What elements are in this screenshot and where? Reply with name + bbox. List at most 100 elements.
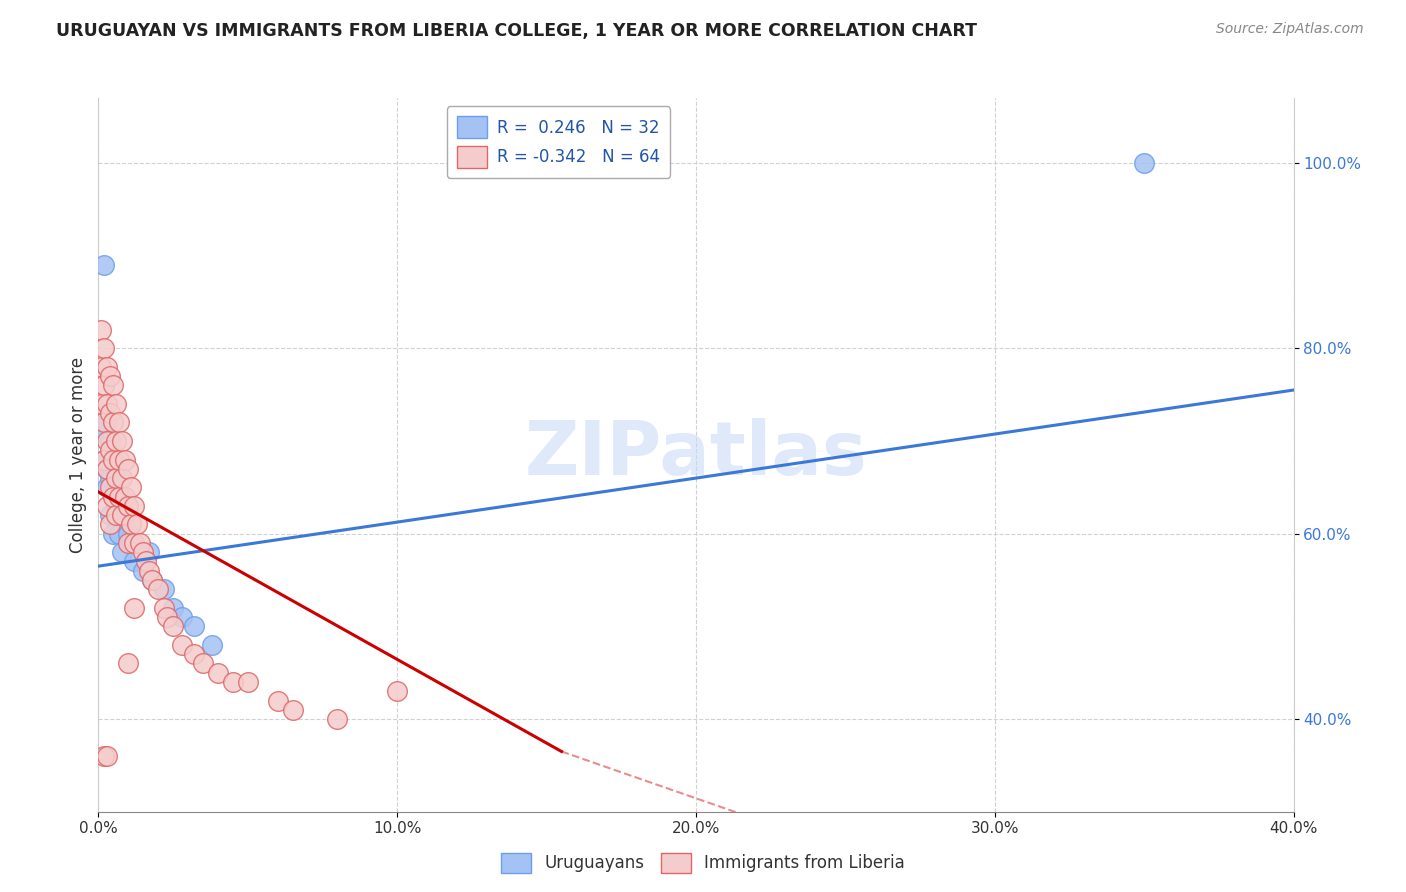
Point (183, 647, 205, 661)
Point (117, 536, 139, 550)
Point (93, 378, 115, 392)
Point (135, 554, 157, 568)
Point (111, 508, 134, 523)
Point (162, 600, 184, 615)
Point (96, 499, 118, 513)
Point (96, 416, 118, 430)
Point (108, 416, 131, 430)
Point (96, 749, 118, 764)
Point (90, 323, 112, 337)
Point (111, 471, 134, 485)
Point (124, 554, 146, 568)
Point (96, 434, 118, 448)
Point (93, 452, 115, 467)
Point (132, 545, 155, 559)
Legend: Uruguayans, Immigrants from Liberia: Uruguayans, Immigrants from Liberia (495, 847, 911, 880)
Point (172, 638, 194, 652)
Point (108, 471, 131, 485)
Point (117, 526, 139, 541)
Point (127, 517, 149, 532)
Point (124, 536, 146, 550)
Point (93, 258, 115, 272)
Point (108, 490, 131, 504)
Point (111, 434, 134, 448)
Point (96, 480, 118, 494)
Point (153, 582, 176, 597)
Point (1133, 156, 1156, 170)
Point (93, 452, 115, 467)
Point (148, 582, 170, 597)
Point (98, 471, 122, 485)
Point (114, 490, 136, 504)
Point (103, 416, 125, 430)
Point (93, 406, 115, 420)
Point (98, 369, 122, 384)
Point (124, 499, 146, 513)
Point (117, 657, 139, 671)
Point (114, 508, 136, 523)
Point (103, 526, 125, 541)
Point (114, 452, 136, 467)
Point (222, 675, 245, 690)
Point (326, 712, 349, 726)
Point (108, 526, 131, 541)
Point (96, 462, 118, 476)
Point (207, 665, 229, 680)
Point (138, 545, 160, 559)
Point (105, 508, 128, 523)
Point (141, 573, 163, 587)
Point (93, 416, 115, 430)
Text: Source: ZipAtlas.com: Source: ZipAtlas.com (1216, 22, 1364, 37)
Point (162, 619, 184, 633)
Point (98, 508, 122, 523)
Point (105, 397, 128, 411)
Point (93, 342, 115, 356)
Point (98, 443, 122, 458)
Point (132, 564, 155, 578)
Point (267, 693, 290, 707)
Point (103, 452, 125, 467)
Point (103, 378, 125, 392)
Text: ZIPatlas: ZIPatlas (524, 418, 868, 491)
Point (103, 452, 125, 467)
Legend: R =  0.246   N = 32, R = -0.342   N = 64: R = 0.246 N = 32, R = -0.342 N = 64 (447, 106, 671, 178)
Point (153, 600, 176, 615)
Point (96, 397, 118, 411)
Point (108, 452, 131, 467)
Point (124, 600, 146, 615)
Point (138, 564, 160, 578)
Point (98, 406, 122, 420)
Point (98, 480, 122, 494)
Point (105, 434, 128, 448)
Point (129, 536, 152, 550)
Point (120, 517, 142, 532)
Point (172, 610, 194, 624)
Point (103, 490, 125, 504)
Point (156, 610, 179, 624)
Point (201, 638, 224, 652)
Point (117, 499, 139, 513)
Point (111, 490, 134, 504)
Point (93, 749, 115, 764)
Point (105, 462, 128, 476)
Point (103, 490, 125, 504)
Point (90, 425, 112, 439)
Point (96, 359, 118, 374)
Point (105, 499, 128, 513)
Point (191, 657, 214, 671)
Point (141, 573, 163, 587)
Point (236, 675, 259, 690)
Point (90, 359, 112, 374)
Point (120, 536, 142, 550)
Point (90, 397, 112, 411)
Point (111, 545, 134, 559)
Y-axis label: College, 1 year or more: College, 1 year or more (69, 357, 87, 553)
Point (281, 703, 304, 717)
Point (120, 480, 142, 494)
Point (385, 684, 409, 698)
Point (183, 619, 205, 633)
Point (96, 462, 118, 476)
Text: URUGUAYAN VS IMMIGRANTS FROM LIBERIA COLLEGE, 1 YEAR OR MORE CORRELATION CHART: URUGUAYAN VS IMMIGRANTS FROM LIBERIA COL… (56, 22, 977, 40)
Point (98, 434, 122, 448)
Point (105, 471, 128, 485)
